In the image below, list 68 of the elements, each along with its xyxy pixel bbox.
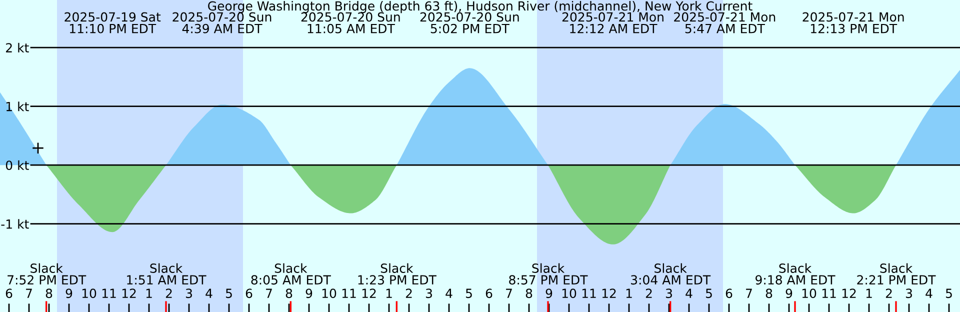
y-tick-label: 0 kt bbox=[6, 160, 29, 170]
x-tick-label: 12 bbox=[362, 288, 376, 298]
x-tick-label: 4 bbox=[446, 288, 452, 298]
x-tick-label: 1 bbox=[866, 288, 872, 298]
x-tick-label: 2 bbox=[646, 288, 652, 298]
x-tick-label: 9 bbox=[546, 288, 552, 298]
x-tick-label: 6 bbox=[6, 288, 12, 298]
y-tick-label: 1 kt bbox=[6, 102, 29, 112]
x-tick-label: 4 bbox=[206, 288, 212, 298]
annotation: Slack 8:57 PM EDT bbox=[509, 263, 588, 285]
annotation: Slack 2:21 PM EDT bbox=[857, 263, 936, 284]
x-tick-label: 6 bbox=[246, 288, 252, 298]
x-tick-label: 1 bbox=[626, 288, 632, 298]
x-tick-label: 5 bbox=[706, 288, 712, 298]
annotation: 2025-07-20 Sun 11:05 AM EDT bbox=[301, 12, 400, 34]
x-tick-label: 11 bbox=[342, 288, 356, 298]
x-tick-label: 5 bbox=[466, 288, 472, 298]
x-tick-label: 9 bbox=[786, 288, 792, 298]
x-tick-label: 10 bbox=[322, 288, 336, 298]
annotation: Slack 8:05 AM EDT bbox=[251, 263, 331, 285]
x-tick-label: 4 bbox=[686, 288, 692, 298]
x-tick-label: 3 bbox=[666, 288, 672, 298]
x-tick-label: 10 bbox=[802, 288, 816, 298]
annotation: Slack 1:23 PM EDT bbox=[358, 263, 436, 285]
annotation: Slack 1:51 AM EDT bbox=[127, 263, 206, 285]
x-tick-label: 5 bbox=[226, 288, 232, 298]
x-tick-label: 10 bbox=[562, 288, 576, 298]
x-tick-label: 8 bbox=[766, 288, 772, 298]
y-tick-label: -1 kt bbox=[1, 219, 29, 229]
annotation: 2025-07-21 Mon 12:13 PM EDT bbox=[802, 12, 904, 34]
x-tick-label: 9 bbox=[66, 288, 72, 298]
x-tick-label: 7 bbox=[746, 288, 752, 298]
x-tick-label: 9 bbox=[306, 288, 312, 298]
x-tick-label: 2 bbox=[406, 288, 412, 298]
x-tick-label: 3 bbox=[426, 288, 432, 298]
x-tick-label: 6 bbox=[726, 288, 732, 298]
annotation: 2025-07-21 Mon 5:47 AM EDT bbox=[674, 12, 776, 34]
x-tick-label: 8 bbox=[46, 288, 52, 298]
chart-title: George Washington Bridge (depth 63 ft), Hudson River (midchannel), New York Current bbox=[208, 1, 752, 14]
x-tick-label: 12 bbox=[842, 288, 856, 298]
x-tick-label: 7 bbox=[506, 288, 512, 298]
annotation: Slack 9:18 AM EDT bbox=[756, 263, 836, 285]
annotation: 2025-07-20 Sun 5:02 PM EDT bbox=[420, 12, 519, 34]
annotation: 2025-07-21 Mon 12:12 AM EDT bbox=[562, 12, 664, 34]
annotation: Slack 7:52 PM EDT bbox=[8, 263, 86, 285]
x-tick-label: 11 bbox=[822, 288, 836, 298]
x-tick-label: 5 bbox=[946, 288, 952, 298]
x-tick-label: 11 bbox=[102, 288, 116, 298]
annotation: 2025-07-20 Sun 4:39 AM EDT bbox=[172, 12, 272, 34]
x-tick-label: 2 bbox=[886, 288, 892, 298]
annotation: Slack 3:04 AM EDT bbox=[631, 263, 711, 285]
y-tick-label: 2 kt bbox=[6, 42, 29, 52]
x-tick-label: 3 bbox=[906, 288, 912, 298]
x-tick-label: 7 bbox=[266, 288, 272, 298]
x-tick-label: 6 bbox=[486, 288, 492, 298]
x-tick-label: 4 bbox=[926, 288, 932, 298]
x-tick-label: 11 bbox=[582, 288, 596, 298]
x-tick-label: 2 bbox=[166, 288, 172, 298]
x-tick-label: 12 bbox=[122, 288, 136, 298]
x-tick-label: 7 bbox=[26, 288, 32, 298]
x-tick-label: 1 bbox=[386, 288, 392, 298]
x-tick-label: 10 bbox=[82, 288, 96, 298]
x-tick-label: 8 bbox=[286, 288, 292, 298]
x-tick-label: 3 bbox=[186, 288, 192, 298]
x-tick-label: 1 bbox=[146, 288, 152, 298]
x-tick-label: 8 bbox=[526, 288, 532, 298]
annotation: 2025-07-19 Sat 11:10 PM EDT bbox=[64, 12, 161, 34]
x-tick-label: 12 bbox=[602, 288, 616, 298]
